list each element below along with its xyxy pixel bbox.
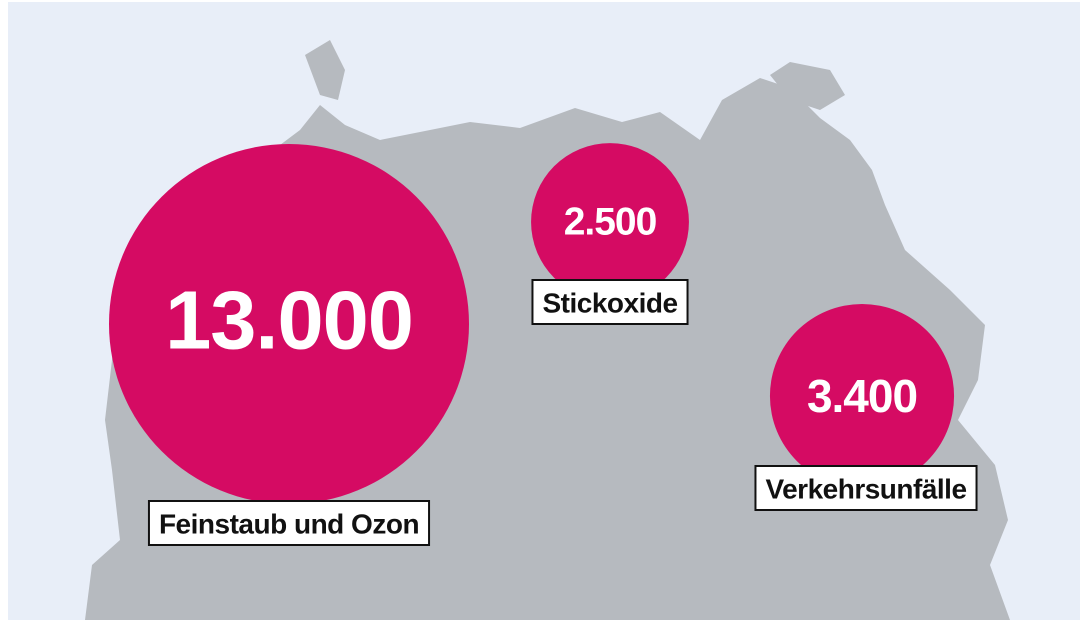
label-box bbox=[754, 465, 978, 511]
value-label: 3.400 bbox=[807, 370, 917, 422]
island bbox=[770, 62, 845, 110]
island bbox=[305, 40, 345, 100]
value-label: 2.500 bbox=[564, 201, 657, 244]
category-label: Feinstaub und Ozon bbox=[159, 509, 419, 540]
value-label: 13.000 bbox=[165, 274, 413, 367]
category-label: Verkehrsunfälle bbox=[765, 474, 966, 505]
bubble bbox=[109, 144, 469, 504]
category-label: Stickoxide bbox=[542, 288, 677, 319]
label-box bbox=[147, 500, 431, 546]
label-box bbox=[531, 279, 689, 325]
bubble bbox=[531, 143, 689, 301]
bubble bbox=[769, 303, 955, 489]
